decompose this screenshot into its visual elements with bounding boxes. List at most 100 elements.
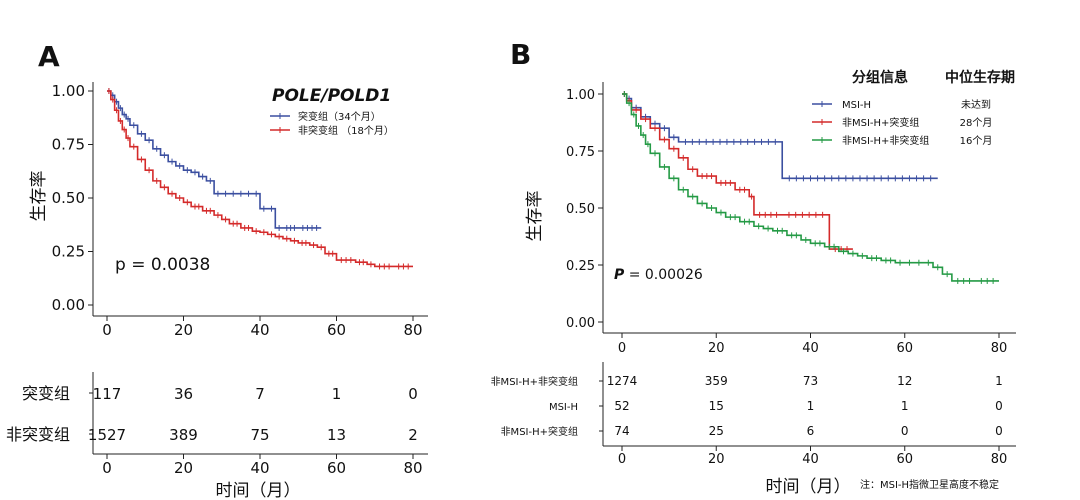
panel-b-legend-median-1: 28个月 — [960, 117, 993, 129]
panel-b-legend-median-0: 未达到 — [961, 99, 991, 111]
panel-b-x-tick-label: 0 — [618, 341, 626, 356]
panel-a-risk-x-tick-label: 40 — [250, 459, 269, 477]
panel-a-risk-cell: 117 — [93, 385, 122, 403]
panel-b-risk-x-tick-label: 20 — [708, 452, 725, 467]
panel-b-y-tick-label: 1.00 — [566, 88, 595, 103]
panel-b-risk-cell: 25 — [709, 424, 724, 438]
panel-b-risk-cell: 12 — [897, 374, 912, 388]
panel-b-x-tick-label: 20 — [708, 341, 725, 356]
panel-b-series-2 — [622, 91, 999, 284]
panel-a-risk-cell: 1 — [332, 385, 342, 403]
panel-b-risk-cell: 15 — [709, 399, 724, 413]
panel-b-y-tick-label: 0.00 — [566, 316, 595, 331]
panel-b-x-label: 时间（月） — [766, 477, 851, 497]
panel-b-legend-label-1: 非MSI-H+突变组 — [842, 116, 919, 129]
panel-a: A POLE/POLD1 突变组（34个月）非突变组 （18个月） 0.000.… — [6, 40, 428, 500]
panel-a-risk-cell: 389 — [169, 426, 198, 444]
panel-a-risk-row-label: 非突变组 — [6, 425, 70, 444]
panel-b-risk-cell: 73 — [803, 374, 818, 388]
panel-b-y-tick-label: 0.50 — [566, 202, 595, 217]
panel-b-x-tick-label: 80 — [991, 341, 1008, 356]
panel-b-legend-label-0: MSI-H — [842, 100, 871, 111]
panel-b-risk-cell: 52 — [614, 399, 629, 413]
panel-b-legend-header-median: 中位生存期 — [945, 69, 1015, 86]
panel-a-series-1 — [107, 88, 413, 270]
panel-b-risk-cell: 359 — [705, 374, 728, 388]
panel-a-label: A — [38, 40, 60, 73]
panel-a-x-tick-label: 40 — [250, 321, 269, 339]
panel-b-risk-cell: 0 — [995, 399, 1003, 413]
panel-b-risk-row-label: 非MSI-H+突变组 — [501, 425, 578, 438]
panel-a-x-tick-label: 80 — [403, 321, 422, 339]
panel-a-legend: 突变组（34个月）非突变组 （18个月） — [270, 110, 394, 137]
panel-b-risk-cell: 1 — [995, 374, 1003, 388]
panel-b-series — [622, 91, 999, 284]
panel-b-risk-cell: 1 — [807, 399, 815, 413]
panel-a-series — [107, 88, 413, 270]
panel-b-risk-x-tick-label: 80 — [991, 452, 1008, 467]
panel-a-series-line-0 — [107, 90, 322, 229]
panel-a-y-tick-label: 0.25 — [52, 243, 85, 261]
panel-b-risk-x-tick-label: 40 — [802, 452, 819, 467]
panel-b-series-0 — [622, 91, 938, 182]
panel-b-risk-cell: 1274 — [607, 374, 638, 388]
panel-b-risk-cell: 6 — [807, 424, 815, 438]
panel-a-risk-cell: 0 — [408, 385, 418, 403]
panel-a-legend-label-0: 突变组（34个月） — [298, 110, 381, 123]
panel-a-x-label: 时间（月） — [216, 481, 301, 500]
panel-b-risk-cell: 1 — [901, 399, 909, 413]
panel-b-legend-header-group: 分组信息 — [852, 69, 908, 86]
panel-b-axes: 0.00 0.25 0.50 0.75 1.00 0 20 40 60 80 — [566, 82, 1016, 356]
panel-b-x-tick-label: 40 — [802, 341, 819, 356]
panel-a-risk-x-tick-label: 20 — [174, 459, 193, 477]
panel-b-risk-row-label: MSI-H — [549, 402, 578, 413]
panel-a-risk-x-tick-label: 60 — [327, 459, 346, 477]
panel-a-y-tick-label: 1.00 — [52, 82, 85, 100]
panel-b-y-tick-label: 0.25 — [566, 259, 595, 274]
panel-a-x-tick-label: 0 — [102, 321, 112, 339]
panel-b-series-1 — [622, 91, 853, 253]
panel-a-y-tick-label: 0.50 — [52, 189, 85, 207]
panel-b-risk-table: 非MSI-H+非突变组 1274 359 73 12 1 MSI-H 52 15 1 1 0 非MSI-… — [491, 362, 1016, 467]
panel-b-risk-x-tick-label: 60 — [896, 452, 913, 467]
panel-a-x-tick-label: 60 — [327, 321, 346, 339]
panel-a-risk-cell: 2 — [408, 426, 418, 444]
panel-b-x-tick-label: 60 — [896, 341, 913, 356]
panel-b-risk-x-tick-label: 0 — [618, 452, 626, 467]
panel-b-risk-cell: 74 — [614, 424, 629, 438]
panel-b-series-line-2 — [622, 93, 999, 282]
panel-b-risk-cell: 0 — [995, 424, 1003, 438]
panel-b-p-label: P — [614, 267, 625, 283]
panel-b-legend-median-2: 16个月 — [960, 135, 993, 147]
panel-a-risk-cell: 13 — [327, 426, 346, 444]
panel-a-y-tick-label: 0.00 — [52, 296, 85, 314]
panel-b-p-text: = 0.00026 — [624, 267, 703, 283]
panel-a-y-label: 生存率 — [29, 171, 49, 222]
panel-a-x-tick-label: 20 — [174, 321, 193, 339]
panel-a-risk-row-label: 突变组 — [22, 384, 70, 403]
panel-a-risk-x-tick-label: 0 — [102, 459, 112, 477]
panel-b-y-tick-label: 0.75 — [566, 145, 595, 160]
panel-a-risk-cell: 36 — [174, 385, 193, 403]
panel-a-title: POLE/POLD1 — [272, 86, 391, 106]
panel-a-risk-cell: 1527 — [88, 426, 126, 444]
panel-a-p-value: p = 0.0038 — [115, 255, 210, 275]
panel-a-y-tick-label: 0.75 — [52, 136, 85, 154]
panel-b-legend-label-2: 非MSI-H+非突变组 — [842, 134, 929, 147]
panel-b-risk-cell: 0 — [901, 424, 909, 438]
panel-b-label: B — [510, 38, 531, 71]
panel-a-risk-cell: 75 — [250, 426, 269, 444]
panel-b-footnote: 注：MSI-H指微卫星高度不稳定 — [860, 478, 999, 491]
panel-a-legend-label-1: 非突变组 （18个月） — [298, 124, 394, 137]
panel-b-risk-row-label: 非MSI-H+非突变组 — [491, 375, 578, 388]
panel-b-y-label: 生存率 — [525, 191, 545, 242]
panel-b-p-value: P = 0.00026 — [614, 267, 703, 283]
panel-a-series-0 — [107, 88, 322, 231]
panel-b-series-line-1 — [622, 93, 853, 250]
panel-a-risk-cell: 7 — [255, 385, 265, 403]
panel-a-risk-x-tick-label: 80 — [403, 459, 422, 477]
panel-a-axes: 0.00 0.25 0.50 0.75 1.00 0 20 40 60 80 — [52, 82, 428, 339]
